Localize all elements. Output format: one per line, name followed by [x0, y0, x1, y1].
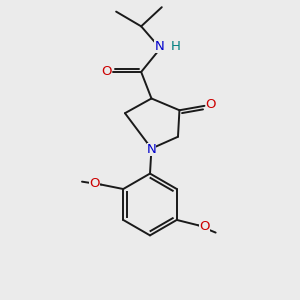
Text: O: O — [101, 65, 112, 79]
Text: O: O — [89, 177, 100, 190]
Text: O: O — [206, 98, 216, 111]
Text: H: H — [171, 40, 181, 53]
Text: O: O — [199, 220, 210, 232]
Text: N: N — [147, 143, 156, 157]
Text: N: N — [154, 40, 164, 53]
